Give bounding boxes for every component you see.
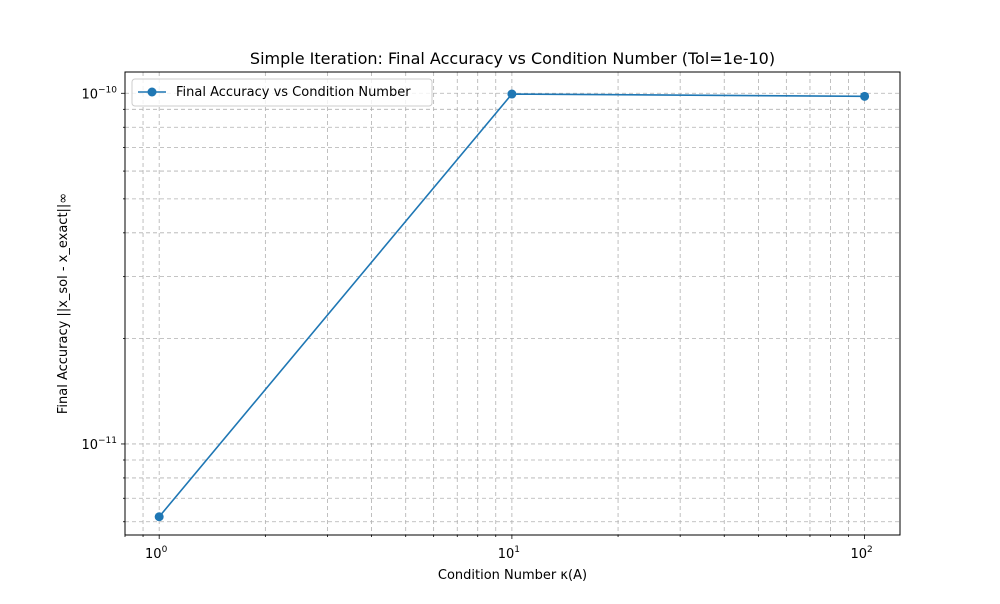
x-tick-label: 101: [498, 545, 520, 562]
legend-box: [131, 78, 433, 107]
y-axis-label: Final Accuracy ||x_sol - x_exact||∞: [56, 193, 71, 414]
axis-ticks: 100 101 102 10−11 10−10: [81, 85, 872, 562]
y-tick-label: 10−10: [81, 85, 117, 102]
legend: Final Accuracy vs Condition Number: [131, 78, 433, 107]
y-tick-label: 10−11: [81, 436, 117, 453]
grid-lines: [124, 72, 900, 535]
data-point: [154, 512, 164, 522]
series-layer: [154, 89, 870, 522]
data-point: [507, 89, 517, 99]
x-tick-label: 100: [145, 545, 168, 562]
plot-area-frame: [124, 71, 901, 536]
x-tick-label: 102: [850, 545, 872, 562]
legend-marker-swatch: [147, 87, 157, 97]
x-axis-label: Condition Number κ(A): [438, 568, 587, 583]
legend-label: Final Accuracy vs Condition Number: [176, 85, 411, 100]
data-point: [860, 91, 870, 101]
chart-title: Simple Iteration: Final Accuracy vs Cond…: [250, 49, 775, 68]
